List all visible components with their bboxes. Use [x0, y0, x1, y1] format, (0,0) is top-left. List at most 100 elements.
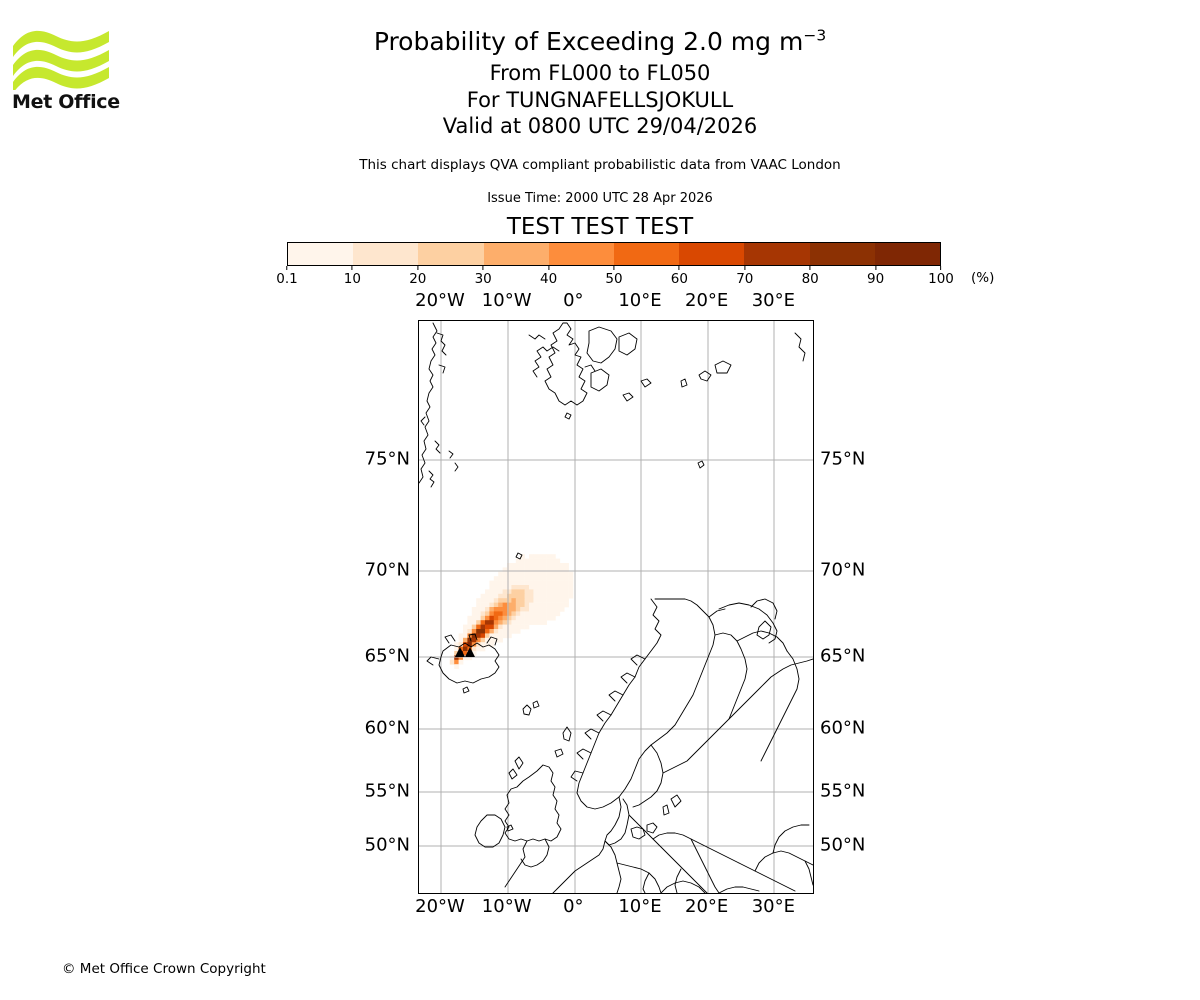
plume-cell	[520, 593, 525, 599]
lon-label-bottom-10°E: 10°E	[618, 896, 662, 917]
plume-cell	[502, 576, 508, 581]
colorbar-tick-60: 60	[671, 266, 688, 287]
plume-cell	[498, 615, 503, 621]
colorbar-tick-90: 90	[867, 266, 884, 287]
plume-cell	[502, 611, 508, 617]
plume-cell	[498, 620, 503, 625]
plume-cell	[480, 620, 486, 625]
colorbar-tick-80: 80	[802, 266, 819, 287]
plume-cell	[489, 607, 495, 612]
plume-cell	[498, 576, 503, 581]
plume-cell	[515, 602, 521, 608]
plume-cell	[498, 589, 503, 595]
plume-cell	[515, 585, 521, 590]
plume-cell	[564, 593, 569, 599]
plume-cell	[467, 624, 473, 630]
plume-cell	[511, 589, 517, 595]
plume-cell	[480, 615, 486, 621]
plume-cell	[542, 558, 547, 564]
plume-cell	[498, 607, 503, 612]
plume-cell	[485, 633, 490, 639]
plume-cell	[507, 571, 512, 577]
plume-cell	[511, 563, 517, 568]
plume-cell	[511, 615, 517, 621]
test-banner: TEST TEST TEST	[506, 214, 694, 240]
plume-cell	[489, 642, 495, 647]
plume-cell	[515, 563, 521, 568]
plume-cell	[529, 615, 534, 621]
plume-cell	[568, 585, 574, 590]
plume-cell	[564, 567, 569, 573]
colorbar-tick-50: 50	[605, 266, 623, 287]
plume-cell	[537, 620, 543, 625]
plume-cell	[537, 563, 543, 568]
plume-cell	[529, 558, 534, 564]
plume-cell	[507, 580, 512, 586]
plume-cell	[458, 642, 464, 647]
plume-cell	[467, 633, 473, 639]
plume-cell	[463, 637, 468, 643]
colorbar-band-5	[614, 243, 680, 265]
plume-cell	[546, 571, 552, 577]
plume-cell	[463, 629, 468, 634]
plume-cell	[542, 620, 547, 625]
plume-cell	[529, 593, 534, 599]
plume-cell	[489, 615, 495, 621]
plume-cell	[463, 646, 468, 652]
plume-cell	[515, 558, 521, 564]
plume-cell	[454, 651, 459, 656]
plume-cell	[458, 655, 464, 661]
plume-cell	[537, 585, 543, 590]
plume-cell	[529, 585, 534, 590]
plume-cell	[502, 602, 508, 608]
plume-cell	[524, 580, 530, 586]
plume-cell	[515, 576, 521, 581]
colorbar-tick-mark	[286, 266, 288, 270]
plume-cell	[546, 563, 552, 568]
colorbar-tick-mark	[678, 266, 680, 270]
plume-cell	[489, 580, 495, 586]
plume-cell	[493, 593, 499, 599]
plume-cell	[546, 567, 552, 573]
plume-cell	[529, 620, 534, 625]
plume-cell	[449, 659, 455, 665]
plume-cell	[480, 633, 486, 639]
plume-cell	[542, 589, 547, 595]
plume-cell	[498, 571, 503, 577]
plume-cell	[511, 567, 517, 573]
lat-label-right-65°N: 65°N	[820, 645, 866, 667]
plume-cell	[564, 576, 569, 581]
plume-cell	[489, 589, 495, 595]
colorbar-tick-text: 80	[801, 271, 819, 287]
colorbar-tick-text: 0.1	[276, 271, 298, 287]
plume-cell	[471, 651, 477, 656]
plume-cell	[489, 633, 495, 639]
plume-cell	[551, 554, 556, 559]
page-title-text: Probability of Exceeding 2.0 mg m	[373, 27, 804, 56]
colorbar-tick-labels: 0.1 10 20 30 40 50 60 70 80 90 100	[276, 266, 954, 287]
map-canvas	[419, 321, 813, 893]
plume-cell	[507, 629, 512, 634]
lat-label-left-75°N: 75°N	[364, 448, 410, 470]
plume-cell	[515, 589, 521, 595]
plume-cell	[502, 615, 508, 621]
lat-label-left-70°N: 70°N	[364, 559, 410, 581]
plume-cell	[551, 602, 556, 608]
plume-cell	[515, 629, 521, 634]
plume-cell	[489, 637, 495, 643]
plume-cell	[502, 567, 508, 573]
plume-cell	[493, 589, 499, 595]
lon-label-top-0°: 0°	[563, 290, 584, 311]
plume-cell	[529, 554, 534, 559]
plume-cell	[559, 576, 565, 581]
plume-cell	[467, 629, 473, 634]
plume-cell	[502, 629, 508, 634]
plume-cell	[533, 571, 539, 577]
plume-cell	[542, 554, 547, 559]
plume-cell	[507, 563, 512, 568]
plume-cell	[498, 598, 503, 603]
plume-cell	[555, 571, 561, 577]
plume-cell	[511, 624, 517, 630]
plume-cell	[471, 633, 477, 639]
plume-cell	[524, 615, 530, 621]
